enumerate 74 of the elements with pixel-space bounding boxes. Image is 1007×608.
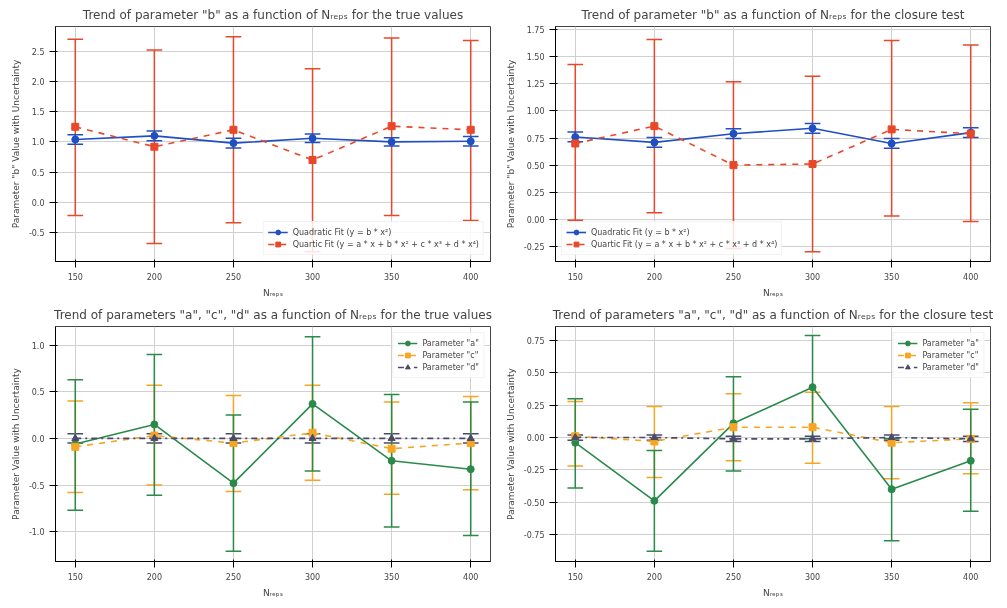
y-tick-label: -0.50 (523, 498, 545, 508)
x-axis-title: Nᵣₑₚₛ (762, 287, 784, 298)
legend-label: Parameter "d" (422, 361, 479, 373)
chart-title: Trend of parameters "a", "c", "d" as a function of Nᵣₑₚₛ for the closure test (551, 307, 994, 322)
y-tick-label: 1.75 (526, 26, 545, 36)
x-tick-label: 150 (567, 272, 583, 282)
y-tick-label: 1.0 (31, 138, 45, 148)
y-axis-title: Parameter "b" Value with Uncertainty (505, 59, 516, 229)
y-tick-label: 0.50 (526, 369, 545, 379)
x-axis-title: Nᵣₑₚₛ (262, 287, 284, 298)
x-tick-label: 300 (804, 272, 821, 282)
x-tick-label: 150 (67, 572, 83, 582)
y-tick-label: 0.0 (31, 198, 45, 208)
x-tick-label: 200 (146, 572, 163, 582)
y-tick-label: -0.5 (28, 481, 45, 491)
y-tick-label: 2.0 (31, 77, 45, 87)
chart-title: Trend of parameters "a", "c", "d" as a function of Nᵣₑₚₛ for the true values (53, 307, 492, 322)
legend-label: Quadratic Fit (y = b * x²) (591, 226, 690, 238)
y-tick-label: -0.25 (523, 242, 545, 252)
x-tick-label: 300 (804, 572, 821, 582)
x-tick-label: 400 (963, 572, 979, 582)
y-tick-label: -0.75 (523, 530, 545, 540)
legend-label: Quartic Fit (y = a * x + b * x² + c * x³ + d * x⁴) (292, 238, 479, 250)
legend-label: Quartic Fit (y = a * x + b * x² + c * x³ + d * x⁴) (591, 238, 778, 250)
y-tick-label: 1.0 (31, 341, 45, 351)
x-tick-label: 200 (646, 572, 663, 582)
y-tick-label: -1.0 (28, 528, 45, 538)
x-tick-label: 300 (304, 572, 321, 582)
y-tick-label: 2.5 (31, 47, 45, 57)
y-tick-label: 0.75 (526, 134, 545, 144)
x-tick-label: 400 (463, 272, 479, 282)
x-tick-label: 250 (225, 572, 242, 582)
x-tick-label: 150 (567, 572, 583, 582)
x-tick-label: 250 (725, 272, 742, 282)
chart-title: Trend of parameter "b" as a function of Nᵣₑₚₛ for the closure test (580, 7, 965, 22)
legend-label: Parameter "c" (922, 349, 979, 361)
x-tick-label: 350 (884, 572, 900, 582)
y-tick-label: 1.25 (526, 80, 545, 90)
y-axis-title: Parameter Value with Uncertainty (10, 367, 21, 520)
y-tick-label: 0.00 (526, 434, 545, 444)
x-tick-label: 350 (384, 572, 400, 582)
y-tick-label: 0.50 (526, 161, 545, 171)
y-tick-label: 0.5 (31, 388, 45, 398)
y-tick-label: 0.75 (526, 337, 545, 347)
legend-label: Parameter "c" (422, 349, 479, 361)
y-tick-label: 0.00 (526, 215, 545, 225)
y-tick-label: 0.0 (31, 434, 45, 444)
y-tick-label: 1.50 (526, 53, 545, 63)
y-axis-title: Parameter Value with Uncertainty (505, 367, 516, 520)
y-tick-label: -0.25 (523, 466, 545, 476)
y-axis-title: Parameter "b" Value with Uncertainty (10, 59, 21, 229)
chart-title: Trend of parameter "b" as a function of Nᵣₑₚₛ for the true values (81, 7, 464, 22)
x-tick-label: 250 (225, 272, 242, 282)
y-tick-label: 0.5 (31, 168, 45, 178)
y-tick-label: -0.5 (28, 229, 45, 238)
legend-label: Parameter "a" (422, 337, 479, 349)
x-tick-label: 300 (304, 272, 321, 282)
x-tick-label: 350 (384, 272, 400, 282)
x-tick-label: 200 (146, 272, 163, 282)
x-tick-label: 250 (725, 572, 742, 582)
x-tick-label: 400 (463, 572, 479, 582)
x-tick-label: 350 (884, 272, 900, 282)
legend-label: Parameter "d" (922, 361, 979, 373)
x-axis-title: Nᵣₑₚₛ (262, 587, 284, 598)
x-tick-label: 400 (963, 272, 979, 282)
y-tick-label: 1.00 (526, 107, 545, 117)
legend-label: Quadratic Fit (y = b * x²) (292, 226, 392, 238)
y-tick-label: 1.5 (31, 108, 45, 118)
y-tick-label: 0.25 (526, 401, 545, 411)
legend-label: Parameter "a" (922, 337, 979, 349)
x-tick-label: 200 (646, 272, 663, 282)
y-tick-label: 0.25 (526, 188, 545, 198)
x-tick-label: 150 (67, 272, 83, 282)
x-axis-title: Nᵣₑₚₛ (762, 587, 784, 598)
